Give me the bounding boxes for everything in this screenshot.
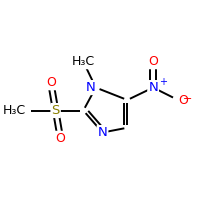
Text: +: + [159,77,167,87]
Text: O: O [55,132,65,145]
Text: −: − [182,94,192,104]
Text: N: N [86,81,96,94]
Text: O: O [178,94,188,106]
Text: O: O [46,76,56,89]
Text: N: N [98,126,107,139]
Text: S: S [51,104,60,117]
Text: O: O [148,55,158,68]
Text: H₃C: H₃C [3,104,26,117]
Text: N: N [148,81,158,94]
Text: H₃C: H₃C [72,55,95,68]
